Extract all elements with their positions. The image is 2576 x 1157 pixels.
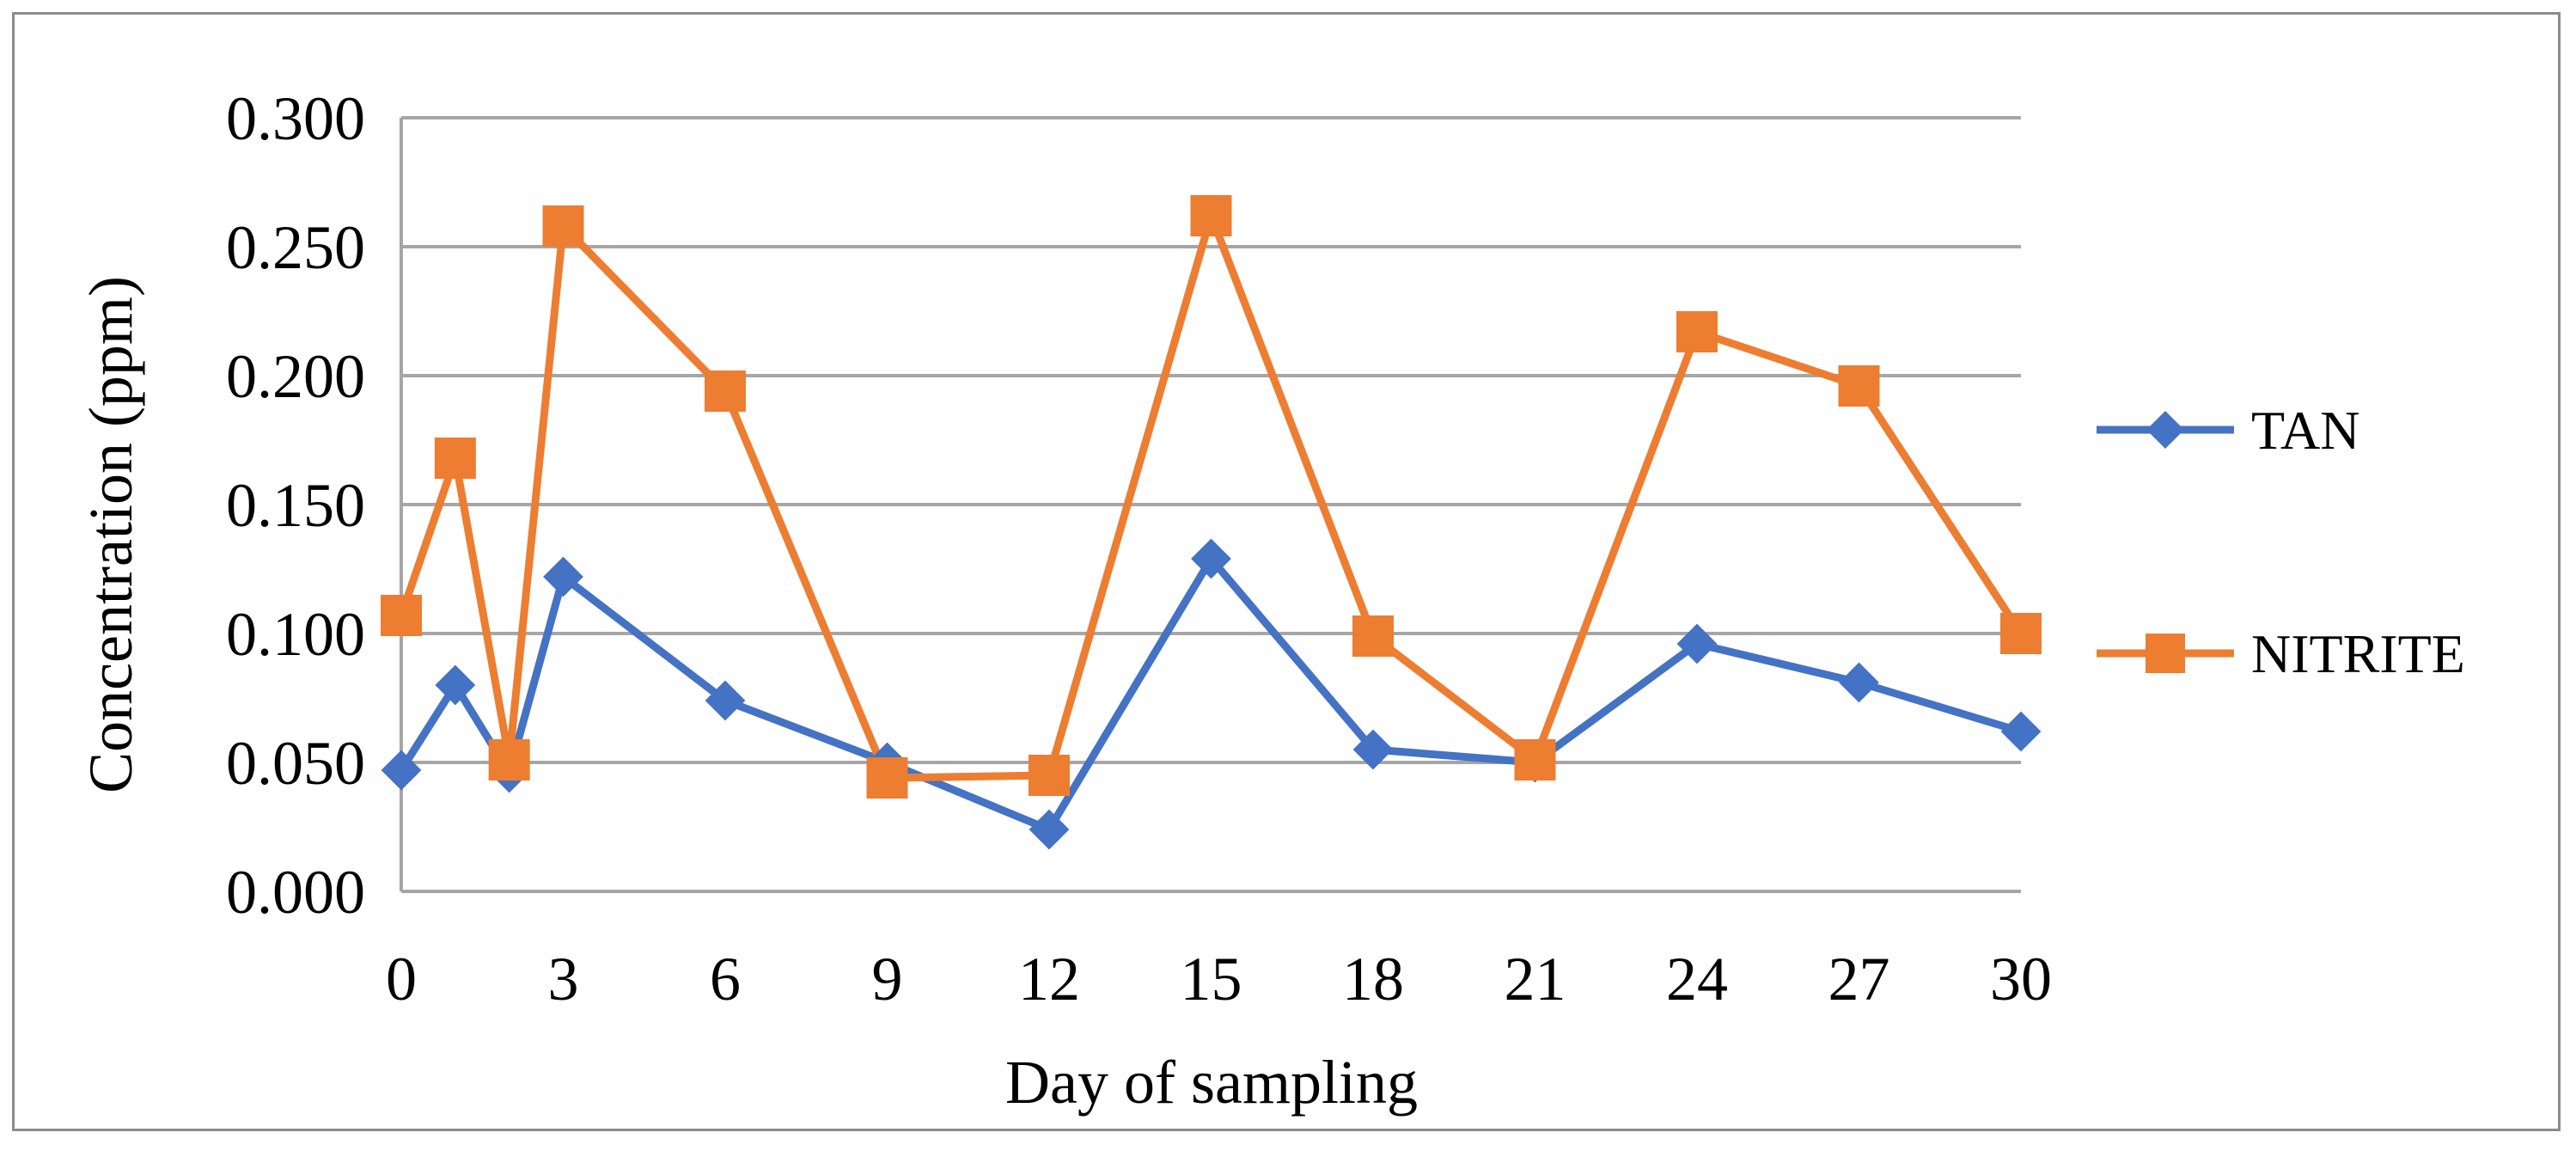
data-point-tan (435, 664, 476, 706)
data-point-nitrite (488, 739, 530, 781)
data-point-tan (1839, 662, 1879, 703)
x-tick-label: 0 (386, 945, 417, 1013)
x-tick-label: 21 (1505, 945, 1566, 1013)
data-point-nitrite (1514, 739, 1556, 781)
x-axis-ticks: 0 3 6 9 12 15 18 21 24 27 30 (386, 945, 2052, 1013)
series-markers (381, 195, 2042, 850)
data-point-tan (1191, 538, 1231, 579)
data-point-nitrite (866, 757, 908, 799)
data-point-nitrite (1352, 615, 1394, 657)
x-tick-label: 6 (710, 945, 741, 1013)
legend-label-tan: TAN (2251, 400, 2359, 461)
x-tick-label: 30 (1990, 945, 2052, 1013)
legend-marker-tan (2146, 411, 2184, 449)
gridlines (400, 116, 2021, 893)
data-point-nitrite (542, 205, 584, 247)
x-tick-label: 3 (548, 945, 579, 1013)
x-tick-label: 24 (1666, 945, 1728, 1013)
y-tick-label: 0.100 (226, 600, 365, 669)
data-point-tan (381, 750, 422, 791)
x-tick-label: 15 (1181, 945, 1242, 1013)
y-tick-label: 0.300 (226, 84, 365, 153)
data-point-nitrite (434, 438, 476, 479)
y-tick-label: 0.000 (226, 858, 365, 927)
data-point-tan (1676, 623, 1718, 664)
x-tick-label: 18 (1342, 945, 1404, 1013)
y-tick-label: 0.050 (226, 729, 365, 798)
data-point-nitrite (705, 370, 746, 412)
data-point-tan (1029, 809, 1070, 850)
data-point-tan (1352, 729, 1394, 770)
y-tick-label: 0.250 (226, 213, 365, 282)
data-point-nitrite (1190, 195, 1232, 236)
data-point-tan (543, 556, 583, 597)
data-point-nitrite (1676, 311, 1718, 352)
data-point-nitrite (1029, 755, 1070, 796)
x-tick-label: 12 (1018, 945, 1080, 1013)
series-line-nitrite (397, 211, 2025, 782)
chart-frame (12, 12, 2561, 1131)
data-point-tan (2000, 711, 2042, 752)
x-tick-label: 27 (1828, 945, 1890, 1013)
y-axis-ticks: 0.000 0.050 0.100 0.150 0.200 0.250 0.300 (226, 84, 365, 927)
data-point-nitrite (2000, 613, 2042, 654)
y-axis-title: Concentration (ppm) (76, 276, 145, 793)
x-tick-label: 9 (872, 945, 903, 1013)
legend-marker-nitrite (2146, 634, 2185, 673)
legend-label-nitrite: NITRITE (2251, 623, 2465, 684)
data-point-tan (705, 680, 746, 721)
x-axis-title: Day of sampling (1005, 1048, 1418, 1117)
data-point-nitrite (381, 595, 422, 636)
series-lines (397, 211, 2025, 834)
legend-item-tan: TAN (2097, 400, 2359, 461)
y-tick-label: 0.150 (226, 471, 365, 540)
data-point-nitrite (1838, 365, 1880, 407)
legend: TAN NITRITE (2097, 400, 2465, 684)
series-line-tan (397, 554, 2025, 834)
y-tick-label: 0.200 (226, 342, 365, 411)
legend-item-nitrite: NITRITE (2097, 623, 2465, 684)
